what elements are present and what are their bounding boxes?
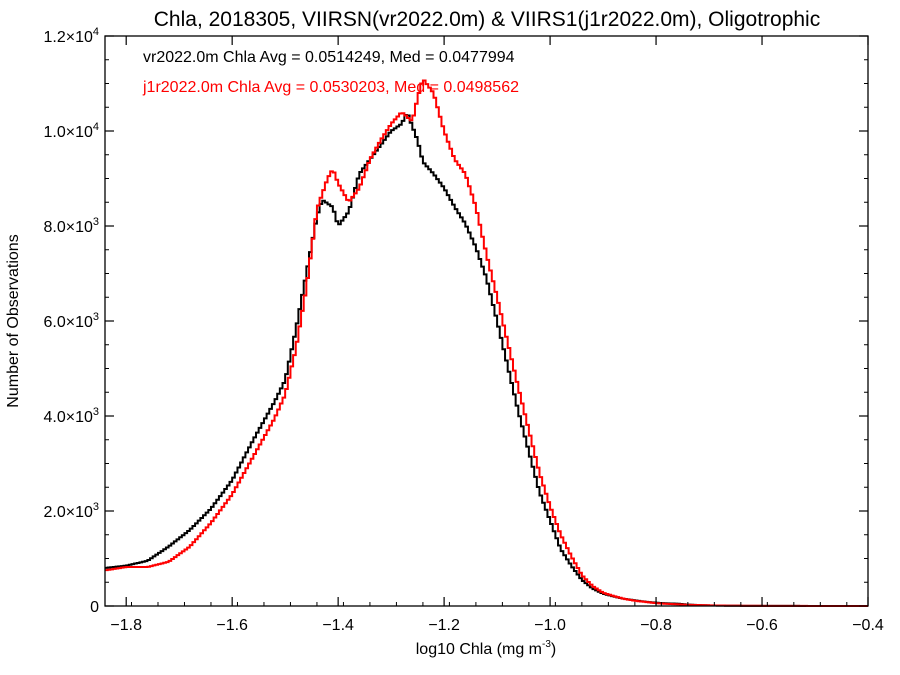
- y-tick-label-base: 1.0×10: [43, 124, 92, 141]
- y-tick-label: 0: [90, 599, 99, 616]
- y-tick-label-base: 4.0×10: [43, 409, 92, 426]
- y-axis: 02.0×1034.0×1036.0×1038.0×1031.0×1041.2×…: [43, 26, 868, 616]
- x-axis-label-end: ): [551, 641, 556, 658]
- y-tick-label: 4.0×103: [43, 406, 99, 426]
- x-tick-label: −0.4: [852, 617, 884, 634]
- annotation-j1r2022: j1r2022.0m Chla Avg = 0.0530203, Med = 0…: [142, 79, 519, 96]
- x-tick-label: −1.4: [322, 617, 354, 634]
- y-axis-label: Number of Observations: [5, 234, 22, 407]
- y-tick-label: 1.2×104: [43, 26, 99, 46]
- y-tick-label-exp: 3: [93, 311, 99, 323]
- y-tick-label-exp: 3: [93, 406, 99, 418]
- y-tick-label-exp: 3: [93, 501, 99, 513]
- x-tick-label: −1.2: [428, 617, 460, 634]
- x-tick-label: −1.6: [216, 617, 248, 634]
- annotation-vr2022: vr2022.0m Chla Avg = 0.0514249, Med = 0.…: [143, 49, 515, 66]
- y-tick-label: 6.0×103: [43, 311, 99, 331]
- y-tick-label: 2.0×103: [43, 501, 99, 521]
- y-tick-label-base: 8.0×10: [43, 219, 92, 236]
- y-tick-label-exp: 4: [93, 26, 99, 38]
- x-axis: −1.8 −1.6 −1.4 −1.2 −1.0 −0.8 −0.6 −0.4: [104, 36, 884, 634]
- y-tick-label-exp: 4: [93, 121, 99, 133]
- x-tick-label: −1.0: [534, 617, 566, 634]
- x-axis-label: log10 Chla (mg m-3): [416, 639, 557, 658]
- x-axis-label-main: log10 Chla (mg m: [416, 641, 542, 658]
- x-tick-label: −0.6: [746, 617, 778, 634]
- x-tick-label: −1.8: [110, 617, 142, 634]
- x-axis-label-sup: -3: [542, 639, 551, 650]
- chart-title: Chla, 2018305, VIIRSN(vr2022.0m) & VIIRS…: [154, 8, 820, 31]
- y-tick-label: 1.0×104: [43, 121, 99, 141]
- y-tick-label-exp: 3: [93, 216, 99, 228]
- x-tick-label: −0.8: [640, 617, 672, 634]
- y-tick-label-base: 6.0×10: [43, 314, 92, 331]
- y-tick-label-base: 2.0×10: [43, 504, 92, 521]
- y-tick-label: 8.0×103: [43, 216, 99, 236]
- y-tick-label-base: 1.2×10: [43, 29, 92, 46]
